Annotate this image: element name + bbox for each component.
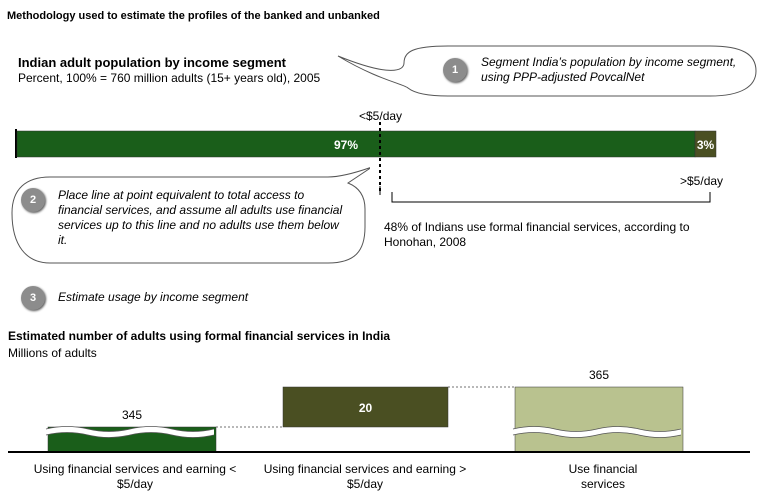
step-1-badge: 1 [443,58,467,82]
callout-1-bubble [337,45,757,97]
waterfall-value-label-1: 20 [359,401,373,415]
bottom-chart-title: Estimated number of adults using formal … [8,329,391,343]
waterfall-chart: 345 20 365 [8,368,750,453]
callout-2-text: Place line at point equivalent to total … [58,188,343,247]
waterfall-bar-2 [514,386,684,453]
bottom-chart-subtitle: Millions of adults [8,346,97,360]
category-label-above: Using financial services and earning > $… [263,462,467,491]
waterfall-value-label-0: 345 [122,408,142,422]
page-title: Methodology used to estimate the profile… [7,10,380,22]
step-3-text: Estimate usage by income segment [58,290,249,304]
honohan-annotation: 48% of Indians use formal financial serv… [384,220,690,249]
threshold-label-below: <$5/day [359,109,403,123]
waterfall-bar-1 [282,386,449,428]
top-chart-title: Indian adult population by income segmen… [18,55,286,70]
segment-bar-1 [694,130,717,158]
segment-label-1: 3% [697,138,715,152]
callout-1-text: Segment India’s population by income seg… [481,55,737,84]
category-label-below: Using financial services and earning < $… [33,462,237,491]
top-chart-subtitle: Percent, 100% = 760 million adults (15+ … [18,71,321,85]
bracket [391,192,711,203]
waterfall-value-label-2: 365 [589,368,609,382]
step-3-badge: 3 [21,286,45,310]
callout-2-bubble [11,167,370,264]
segment-bar-0 [16,130,696,158]
category-label-total: Use financial services [568,462,638,491]
step-2-badge: 2 [21,188,45,212]
income-segment-bar-chart: 97% 3% [15,122,717,195]
threshold-label-above: >$5/day [680,174,724,188]
segment-label-0: 97% [334,138,358,152]
